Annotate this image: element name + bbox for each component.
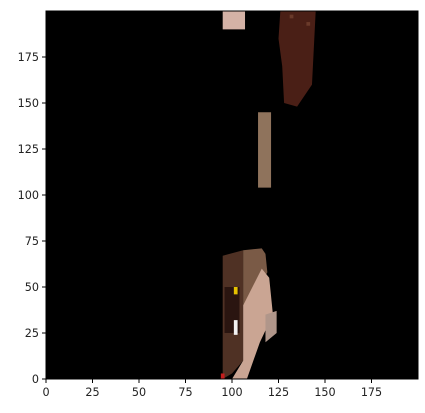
y-tick-label: 0 — [32, 373, 39, 386]
top-pinkish-patch — [222, 11, 246, 30]
white-speck — [233, 320, 238, 335]
red-speck — [220, 373, 225, 379]
top-right-speck-2 — [306, 22, 311, 26]
x-tick-label: 150 — [314, 386, 335, 399]
y-tick-label: 125 — [18, 143, 39, 156]
bottom-right-light-sliver — [265, 310, 277, 343]
yellow-speck — [233, 287, 238, 295]
y-tick-label: 75 — [25, 235, 39, 248]
y-axis: 0 25 50 75 100 125 150 175 — [18, 51, 46, 386]
plot-area — [46, 11, 418, 379]
bottom-pink-face — [232, 268, 273, 379]
bottom-brown-right — [243, 248, 268, 306]
top-right-speck-1 — [289, 14, 294, 19]
y-tick-label: 50 — [25, 281, 39, 294]
x-tick-label: 25 — [85, 386, 99, 399]
y-tick-label: 100 — [18, 189, 39, 202]
x-tick-label: 175 — [361, 386, 382, 399]
y-tick-label: 175 — [18, 51, 39, 64]
y-tick-label: 25 — [25, 327, 39, 340]
x-axis: 0 25 50 75 100 125 150 175 — [42, 379, 382, 399]
middle-tan-strip — [258, 112, 272, 188]
plot-frame — [45, 10, 419, 380]
x-tick-label: 0 — [42, 386, 49, 399]
x-tick-label: 50 — [132, 386, 146, 399]
x-tick-label: 75 — [178, 386, 192, 399]
top-right-dark-mass — [278, 11, 316, 107]
x-tick-label: 125 — [268, 386, 289, 399]
y-tick-label: 150 — [18, 97, 39, 110]
x-tick-label: 100 — [221, 386, 242, 399]
